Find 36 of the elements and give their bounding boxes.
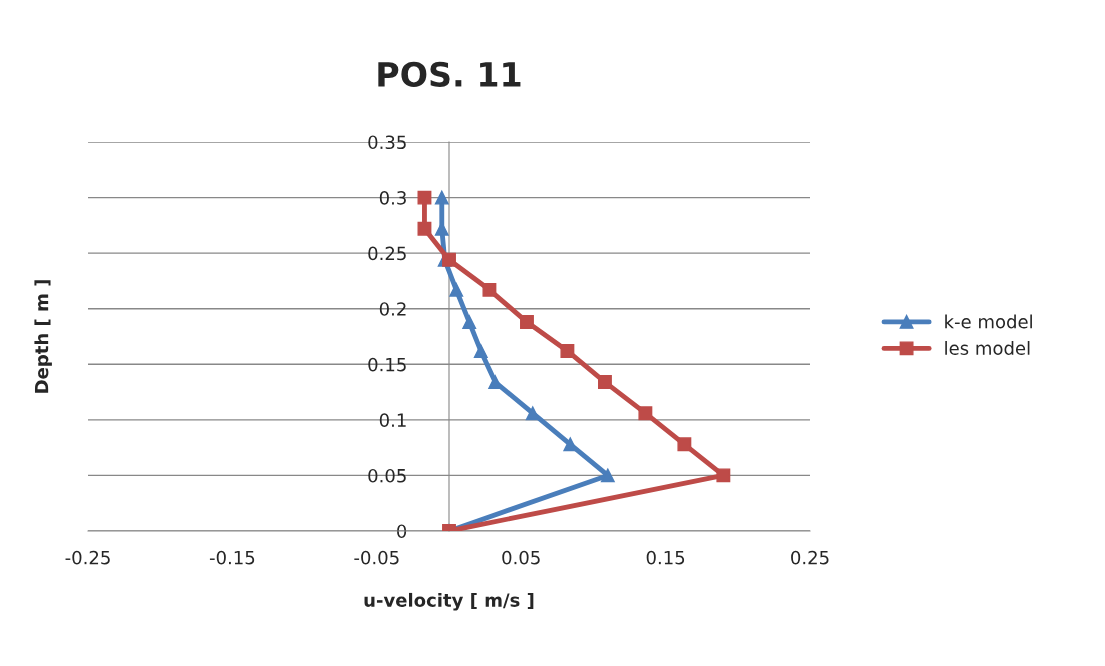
point	[442, 252, 456, 267]
point	[677, 437, 692, 452]
y-tick-label: 0.05	[368, 468, 406, 483]
x-axis-title: u-velocity [ m/s ]	[364, 592, 534, 611]
x-tick-label: -0.05	[354, 550, 399, 565]
point	[417, 221, 432, 236]
point	[716, 468, 731, 483]
point	[434, 190, 449, 205]
chart-title: POS. 11	[378, 61, 521, 87]
point	[473, 344, 488, 358]
point	[449, 282, 464, 297]
y-axis-title: Depth [ m ]	[34, 280, 52, 393]
point	[482, 282, 497, 297]
point	[560, 344, 575, 358]
point	[520, 315, 534, 329]
point	[600, 468, 615, 483]
y-tick-label: 0.35	[368, 135, 406, 150]
y-tick-label: 0.15	[368, 357, 406, 372]
point	[563, 437, 578, 452]
point	[417, 190, 432, 205]
point	[462, 315, 477, 329]
y-tick-label: 0	[397, 524, 407, 539]
y-tick-label: 0.2	[379, 302, 406, 316]
point	[525, 406, 540, 421]
y-tick-label: 0.1	[379, 413, 406, 427]
legend-label: les model	[945, 341, 1030, 355]
x-tick-label: 0.05	[502, 550, 540, 565]
x-tick-label: -0.15	[209, 550, 255, 565]
x-tick-label: 0.25	[791, 550, 829, 565]
y-tick-label: 0.3	[379, 191, 406, 205]
x-tick-label: -0.25	[65, 550, 110, 565]
y-tick-label: 0.25	[368, 246, 406, 261]
legend-label: k-e model	[945, 314, 1032, 329]
point	[598, 375, 612, 390]
point	[638, 406, 653, 421]
x-tick-label: 0.15	[646, 550, 685, 565]
